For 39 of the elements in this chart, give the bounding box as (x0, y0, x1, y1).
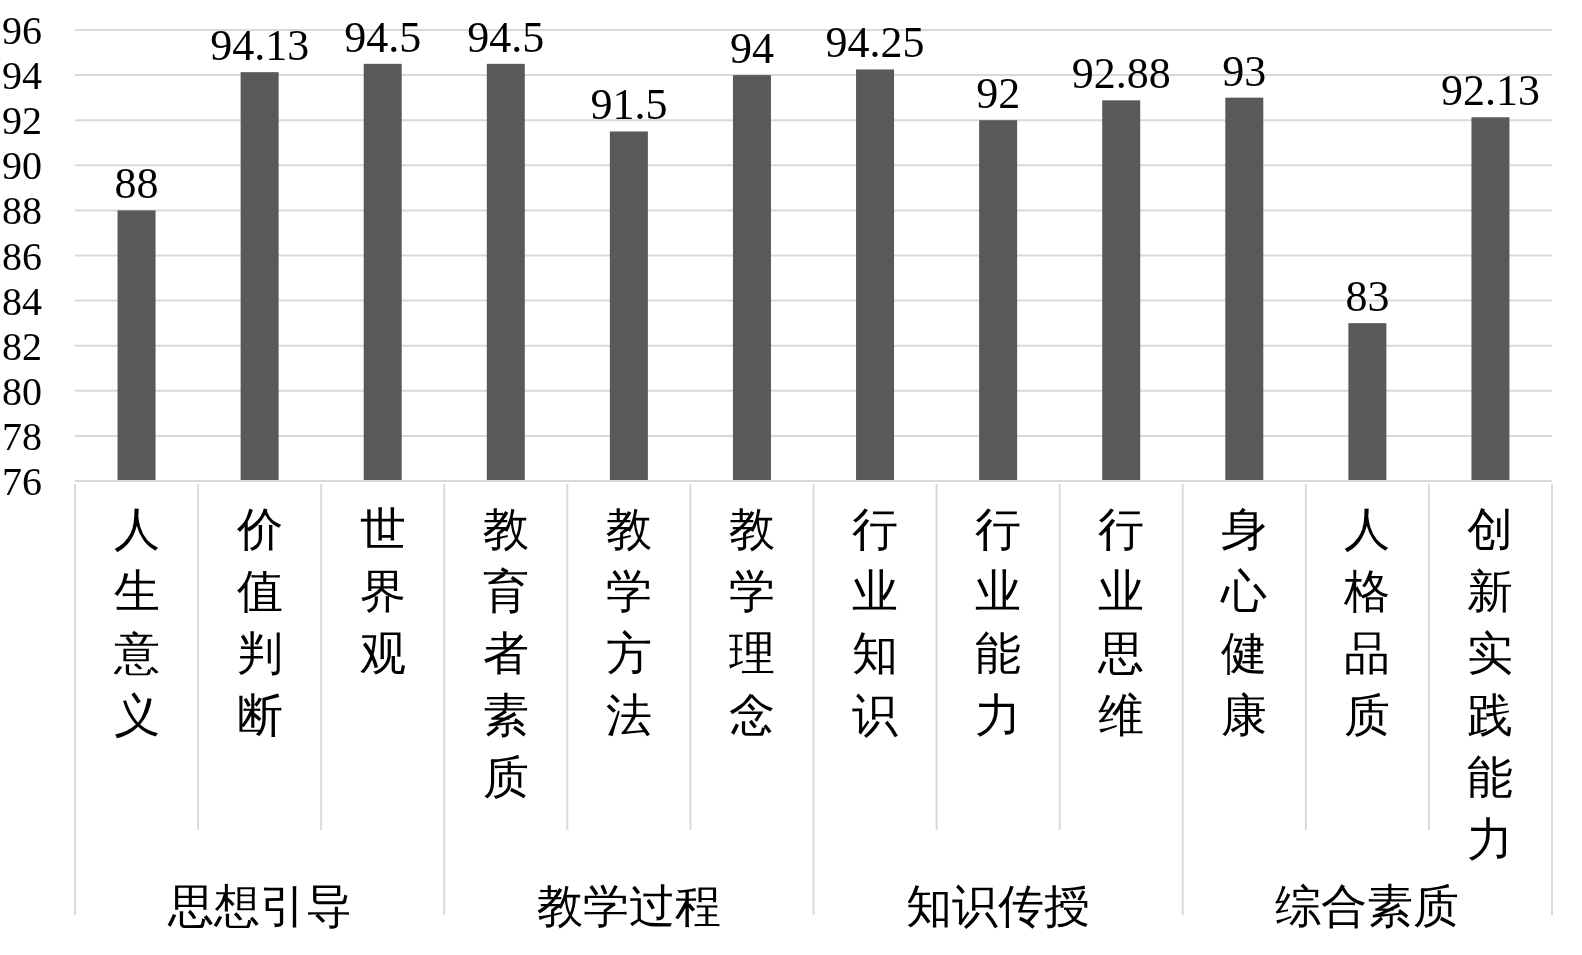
y-tick-label: 88 (2, 188, 42, 234)
y-tick-label: 90 (2, 143, 42, 189)
x-tick-label: 世界观 (359, 504, 406, 679)
data-label: 92 (976, 69, 1021, 119)
y-tick-label: 82 (2, 323, 42, 369)
text: 知识传授 (906, 881, 1091, 932)
x-tick-label: 行业知识 (852, 504, 899, 741)
data-label: 93 (1222, 46, 1267, 96)
data-label: 94.13 (210, 21, 310, 71)
x-tick-label: 身心健康 (1220, 504, 1268, 741)
data-label: 92.88 (1071, 49, 1171, 99)
text: 思想引导 (166, 881, 352, 932)
data-label: 88 (114, 159, 159, 209)
data-label: 83 (1345, 272, 1390, 322)
data-label: 91.5 (590, 80, 668, 130)
data-label: 94.5 (344, 12, 422, 62)
data-label: 94.25 (825, 18, 925, 68)
data-label: 92.13 (1440, 66, 1540, 116)
text: 综合素质 (1275, 881, 1460, 932)
x-tick-label: 行业能力 (975, 504, 1022, 741)
y-tick-label: 96 (2, 8, 42, 53)
x-tick-label: 人生意义 (112, 504, 160, 741)
y-tick-label: 76 (2, 459, 42, 504)
y-tick-label: 80 (2, 368, 42, 414)
x-tick-label: 人格品质 (1343, 504, 1391, 741)
x-tick-label: 教育者素质 (482, 504, 529, 803)
x-tick-label: 价值判断 (235, 504, 283, 741)
x-tick-label: 创新实践能力 (1467, 504, 1514, 865)
x-tick-label: 教学理念 (728, 504, 775, 741)
x-tick-label: 行业思维 (1097, 504, 1145, 741)
y-tick-label: 84 (2, 278, 42, 324)
y-tick-label: 92 (2, 98, 42, 144)
y-tick-label: 94 (2, 53, 42, 99)
data-label: 94.5 (467, 12, 545, 62)
data-label: 94 (729, 24, 774, 74)
text: 教学过程 (536, 881, 721, 932)
y-tick-label: 86 (2, 233, 42, 279)
y-tick-label: 78 (2, 413, 42, 459)
x-tick-label: 教学方法 (605, 504, 652, 741)
